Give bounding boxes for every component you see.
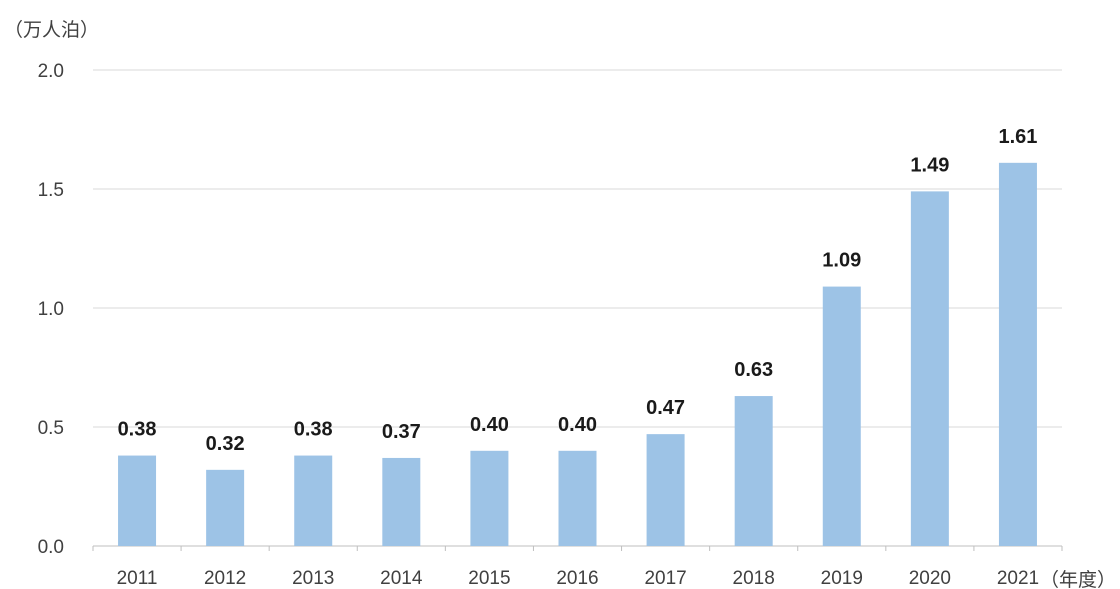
bar (118, 455, 157, 546)
x-tick-label: 2012 (204, 568, 246, 589)
x-tick-labels: 2011 2012 2013 2014 2015 2016 2017 2018 2019 2020… (117, 568, 1039, 589)
data-label: 1.09 (822, 250, 861, 272)
x-tick-label: 2021 (997, 568, 1039, 589)
bar (470, 450, 509, 546)
data-label: 0.38 (118, 419, 157, 441)
gridlines (92, 69, 1063, 551)
x-tick-label: 2011 (117, 568, 158, 589)
y-axis-unit-label: （万人泊） (4, 19, 99, 41)
x-tick-label: 2017 (644, 568, 686, 589)
data-label: 1.49 (910, 154, 949, 176)
bar (382, 457, 421, 546)
bars (118, 162, 1037, 546)
data-label: 1.61 (998, 126, 1037, 148)
data-label: 0.40 (470, 414, 509, 436)
bar (558, 450, 597, 546)
data-label: 0.38 (294, 419, 333, 441)
y-tick-labels: 0.0 0.5 1.0 1.5 2.0 (38, 61, 64, 558)
bar (998, 162, 1037, 546)
bar (294, 455, 333, 546)
data-label: 0.37 (382, 421, 421, 443)
x-axis-unit-label: （年度） (1040, 569, 1116, 589)
x-tick-label: 2015 (468, 568, 510, 589)
x-tick-label: 2014 (380, 568, 423, 589)
data-label: 0.40 (558, 414, 597, 436)
bar (822, 286, 861, 546)
x-tick-label: 2018 (733, 568, 775, 589)
bar (734, 396, 773, 546)
x-tick-label: 2013 (292, 568, 334, 589)
y-tick-label: 0.5 (38, 418, 64, 439)
y-tick-label: 1.0 (38, 299, 64, 320)
x-tick-label: 2020 (909, 568, 951, 589)
y-tick-label: 2.0 (38, 61, 64, 82)
y-tick-label: 1.5 (38, 180, 64, 201)
bar (910, 191, 949, 546)
data-label: 0.32 (206, 433, 245, 455)
data-label: 0.47 (646, 397, 685, 419)
bar (206, 469, 245, 546)
bar (646, 434, 685, 546)
x-tick-label: 2019 (821, 568, 863, 589)
data-label: 0.63 (734, 359, 773, 381)
y-tick-label: 0.0 (38, 537, 64, 558)
x-tick-label: 2016 (556, 568, 598, 589)
data-labels: 0.38 0.32 0.38 0.37 0.40 0.40 0.47 0.63 1.09 1.49… (118, 126, 1038, 455)
